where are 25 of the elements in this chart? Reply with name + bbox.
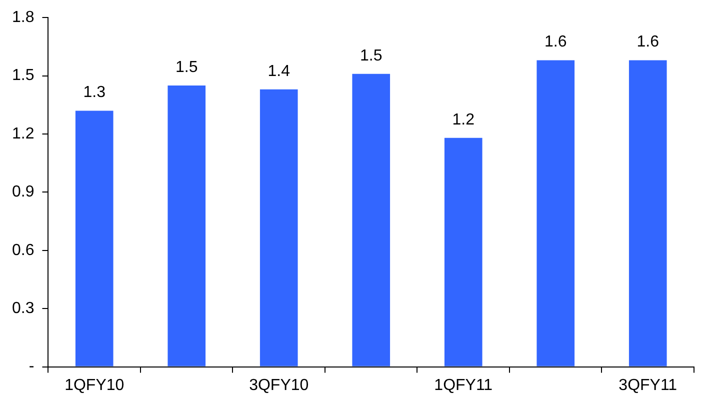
bar (75, 110, 114, 366)
x-tick-label: 3QFY10 (249, 376, 309, 394)
data-label: 1.6 (636, 34, 660, 51)
bar (352, 74, 390, 366)
x-tick-label: 1QFY10 (64, 376, 124, 394)
data-label: 1.3 (83, 84, 106, 102)
x-tick-label: 3QFY11 (618, 376, 678, 394)
y-tick-label: 1.8 (12, 9, 34, 26)
bar (444, 138, 482, 366)
bar (260, 89, 298, 366)
data-label: 1.6 (544, 34, 567, 51)
bar (536, 60, 575, 366)
y-tick-label: 1.2 (12, 125, 34, 142)
y-tick-label: 0.9 (12, 184, 34, 201)
data-label: 1.4 (268, 62, 290, 80)
data-label: 1.5 (175, 58, 198, 76)
y-tick-label: 0.3 (12, 300, 34, 318)
x-tick-label: 1QFY11 (434, 376, 493, 394)
y-tick-label: 1.5 (12, 67, 34, 84)
bar (628, 60, 667, 366)
y-tick-label: - (28, 358, 34, 376)
data-label: 1.2 (452, 111, 475, 128)
y-tick-label: 0.6 (12, 242, 34, 259)
data-label: 1.5 (360, 47, 382, 64)
bar (168, 86, 206, 366)
